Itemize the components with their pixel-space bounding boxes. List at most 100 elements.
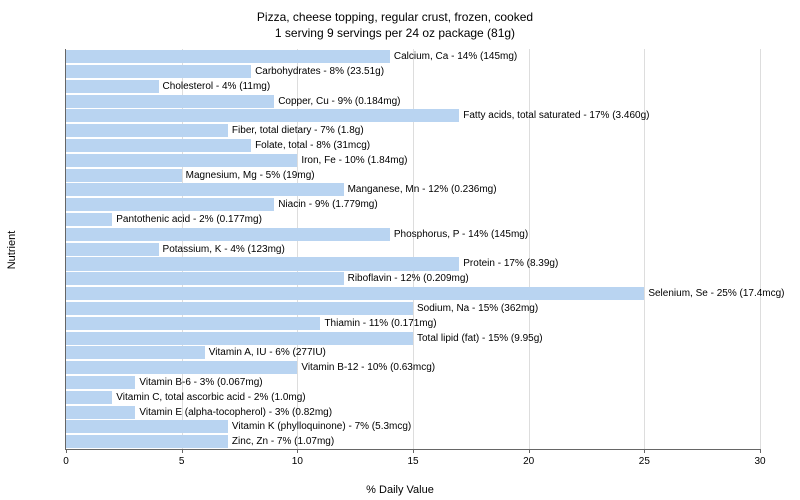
bar-row: Zinc, Zn - 7% (1.07mg) [66,435,760,448]
bar-label: Phosphorus, P - 14% (145mg) [394,229,528,240]
x-tick-label: 0 [63,456,69,467]
bar-row: Protein - 17% (8.39g) [66,257,760,270]
x-tick-label: 30 [754,456,765,467]
bar [66,65,251,78]
bar [66,272,344,285]
bar-row: Vitamin C, total ascorbic acid - 2% (1.0… [66,391,760,404]
bar-label: Vitamin K (phylloquinone) - 7% (5.3mcg) [232,421,411,432]
bar-row: Total lipid (fat) - 15% (9.95g) [66,332,760,345]
x-tick-mark [182,449,183,453]
bar [66,346,205,359]
y-axis-label: Nutrient [6,231,18,270]
bar-label: Manganese, Mn - 12% (0.236mg) [348,184,497,195]
bar [66,317,320,330]
bar [66,361,297,374]
bar-label: Vitamin B-6 - 3% (0.067mg) [139,377,262,388]
bar-row: Manganese, Mn - 12% (0.236mg) [66,183,760,196]
bar-label: Niacin - 9% (1.779mg) [278,199,377,210]
nutrient-chart: Pizza, cheese topping, regular crust, fr… [0,0,800,500]
bar-row: Pantothenic acid - 2% (0.177mg) [66,213,760,226]
title-line-1: Pizza, cheese topping, regular crust, fr… [10,10,780,26]
bar [66,332,413,345]
bar-label: Riboflavin - 12% (0.209mg) [348,273,469,284]
x-tick-label: 10 [292,456,303,467]
bar [66,213,112,226]
bar-label: Thiamin - 11% (0.171mg) [324,318,436,329]
bar-row: Vitamin A, IU - 6% (277IU) [66,346,760,359]
bar-label: Vitamin C, total ascorbic acid - 2% (1.0… [116,392,305,403]
bar-label: Pantothenic acid - 2% (0.177mg) [116,214,262,225]
bar [66,169,182,182]
x-tick-mark [297,449,298,453]
bar-label: Folate, total - 8% (31mcg) [255,140,370,151]
bar-row: Vitamin B-6 - 3% (0.067mg) [66,376,760,389]
x-axis-label: % Daily Value [366,484,434,496]
bar [66,80,159,93]
bar-row: Sodium, Na - 15% (362mg) [66,302,760,315]
bar [66,183,344,196]
bar [66,420,228,433]
bar-row: Phosphorus, P - 14% (145mg) [66,228,760,241]
bar-label: Vitamin E (alpha-tocopherol) - 3% (0.82m… [139,407,332,418]
bar [66,154,297,167]
bar-label: Magnesium, Mg - 5% (19mg) [186,170,315,181]
x-tick-label: 5 [179,456,185,467]
bar [66,198,274,211]
bar-row: Magnesium, Mg - 5% (19mg) [66,169,760,182]
bar-label: Fatty acids, total saturated - 17% (3.46… [463,110,649,121]
x-tick-mark [413,449,414,453]
bar [66,124,228,137]
bar [66,109,459,122]
bar [66,435,228,448]
bar [66,139,251,152]
bar [66,50,390,63]
bar-row: Carbohydrates - 8% (23.51g) [66,65,760,78]
bar-row: Niacin - 9% (1.779mg) [66,198,760,211]
gridline [760,49,761,449]
bar-row: Folate, total - 8% (31mcg) [66,139,760,152]
bar [66,228,390,241]
bar [66,406,135,419]
bar-label: Vitamin A, IU - 6% (277IU) [209,347,326,358]
bar-label: Total lipid (fat) - 15% (9.95g) [417,333,543,344]
x-tick-mark [644,449,645,453]
bar-label: Vitamin B-12 - 10% (0.63mcg) [301,362,435,373]
bar-label: Zinc, Zn - 7% (1.07mg) [232,436,334,447]
bar [66,95,274,108]
bar [66,376,135,389]
bar [66,391,112,404]
x-tick-label: 15 [407,456,418,467]
bar-row: Fiber, total dietary - 7% (1.8g) [66,124,760,137]
bar-label: Selenium, Se - 25% (17.4mcg) [648,288,784,299]
bar-row: Iron, Fe - 10% (1.84mg) [66,154,760,167]
bar [66,243,159,256]
title-line-2: 1 serving 9 servings per 24 oz package (… [10,26,780,42]
x-tick-mark [760,449,761,453]
bar [66,257,459,270]
bar-row: Calcium, Ca - 14% (145mg) [66,50,760,63]
plot-area: 051015202530Calcium, Ca - 14% (145mg)Car… [65,49,760,450]
bar-row: Selenium, Se - 25% (17.4mcg) [66,287,760,300]
bar [66,302,413,315]
bar-row: Vitamin B-12 - 10% (0.63mcg) [66,361,760,374]
bar-row: Potassium, K - 4% (123mg) [66,243,760,256]
bar-label: Iron, Fe - 10% (1.84mg) [301,155,407,166]
bar-label: Carbohydrates - 8% (23.51g) [255,66,384,77]
bar-row: Vitamin K (phylloquinone) - 7% (5.3mcg) [66,420,760,433]
bar-label: Protein - 17% (8.39g) [463,258,558,269]
bar-row: Thiamin - 11% (0.171mg) [66,317,760,330]
x-tick-mark [66,449,67,453]
bar-label: Copper, Cu - 9% (0.184mg) [278,96,400,107]
bar-row: Cholesterol - 4% (11mg) [66,80,760,93]
x-tick-label: 20 [523,456,534,467]
bar [66,287,644,300]
bar-label: Sodium, Na - 15% (362mg) [417,303,538,314]
bar-label: Fiber, total dietary - 7% (1.8g) [232,125,364,136]
x-tick-mark [529,449,530,453]
bar-row: Copper, Cu - 9% (0.184mg) [66,95,760,108]
bar-label: Potassium, K - 4% (123mg) [163,244,285,255]
bar-label: Cholesterol - 4% (11mg) [163,81,271,92]
x-tick-label: 25 [639,456,650,467]
bar-row: Riboflavin - 12% (0.209mg) [66,272,760,285]
bar-row: Fatty acids, total saturated - 17% (3.46… [66,109,760,122]
